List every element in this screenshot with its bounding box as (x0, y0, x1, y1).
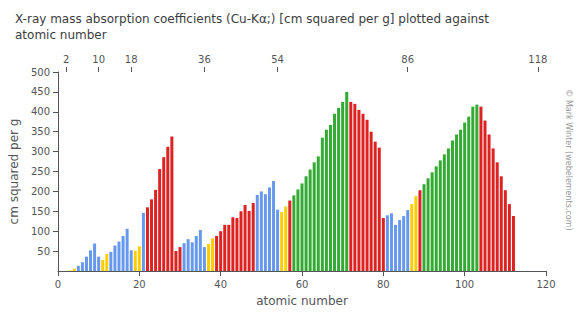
svg-text:© Mark Winter (webelements.com: © Mark Winter (webelements.com) (564, 89, 573, 230)
svg-text:100: 100 (31, 226, 50, 237)
svg-text:atomic number: atomic number (15, 28, 107, 42)
svg-text:300: 300 (31, 146, 50, 157)
svg-text:50: 50 (37, 246, 50, 257)
svg-text:2: 2 (63, 54, 69, 65)
svg-text:10: 10 (92, 54, 105, 65)
svg-text:36: 36 (198, 54, 211, 65)
svg-text:atomic number: atomic number (256, 294, 348, 308)
svg-text:54: 54 (271, 54, 284, 65)
svg-text:40: 40 (214, 279, 227, 290)
svg-text:400: 400 (31, 106, 50, 117)
svg-text:350: 350 (31, 126, 50, 137)
svg-text:120: 120 (536, 279, 555, 290)
svg-text:0: 0 (55, 279, 61, 290)
svg-text:250: 250 (31, 166, 50, 177)
svg-text:150: 150 (31, 206, 50, 217)
svg-text:200: 200 (31, 186, 50, 197)
svg-text:60: 60 (296, 279, 309, 290)
svg-text:20: 20 (133, 279, 146, 290)
svg-text:cm squared per g: cm squared per g (7, 119, 21, 225)
svg-text:118: 118 (528, 54, 547, 65)
svg-text:X-ray mass absorption coeffici: X-ray mass absorption coefficients (Cu-K… (15, 12, 489, 26)
svg-text:500: 500 (31, 67, 50, 78)
svg-text:450: 450 (31, 86, 50, 97)
svg-text:18: 18 (125, 54, 138, 65)
svg-text:100: 100 (455, 279, 474, 290)
svg-text:86: 86 (401, 54, 414, 65)
svg-text:80: 80 (377, 279, 390, 290)
